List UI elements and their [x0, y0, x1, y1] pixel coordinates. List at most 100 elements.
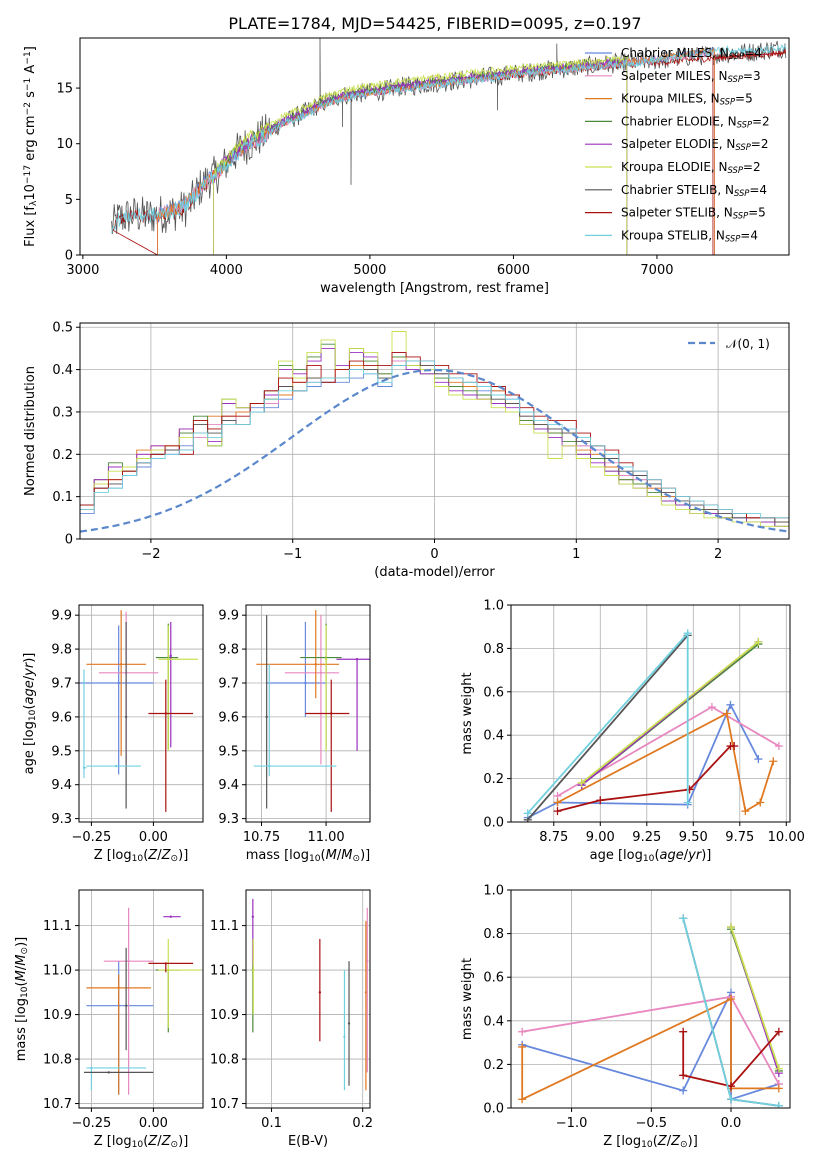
y-tick-label: 0.8: [483, 927, 504, 942]
label-part: Z: [670, 1134, 681, 1149]
weight-line-salpeter_stelib: [682, 1031, 780, 1088]
spectrum-series-line: [213, 54, 629, 255]
data-point: [347, 1022, 351, 1025]
panel-age_vs_mass: 10.75 11.00 9.3 9.4 9.5 9.6 9.7 9.8 9.9 mass [log…: [218, 604, 371, 864]
weight-marker: [596, 796, 605, 805]
legend-entry-part: =4: [744, 46, 762, 60]
y-tick-label: 0.4: [483, 729, 504, 744]
weight-marker: [683, 798, 692, 807]
label-part: (: [653, 1134, 658, 1149]
data-point: [124, 1004, 128, 1007]
x-tick-label: 9.75: [725, 830, 754, 845]
spectrum-series-line: [111, 44, 787, 234]
y-tick-label: 9.7: [51, 676, 72, 691]
label-part: 10: [20, 986, 30, 998]
y-tick-label: 11.0: [210, 964, 239, 979]
label-part: /: [22, 675, 37, 680]
plot-area-spectrum: [111, 38, 787, 255]
y-tick-label: 0.4: [52, 363, 73, 378]
label-part: yr: [687, 848, 703, 863]
weight-marker: [754, 637, 763, 646]
label-part: (: [22, 704, 37, 709]
y-tick-label: 9.9: [51, 609, 72, 624]
data-point: [117, 986, 120, 990]
x-tick-label: 10.75: [243, 830, 280, 845]
weight-marker: [679, 1027, 688, 1036]
legend-entry-part: SSP: [735, 142, 751, 152]
y-tick-label: 9.4: [51, 778, 72, 793]
data-point: [330, 712, 333, 715]
label-part: (: [321, 848, 326, 863]
y-tick-label: 9.5: [218, 744, 239, 759]
legend-entry-part: SSP: [728, 165, 744, 175]
label-part: ⊙: [680, 1140, 688, 1150]
label-part: M: [14, 970, 29, 981]
plot-area-age_vs_Z: [79, 610, 199, 812]
x-tick-label: −0.25: [71, 830, 111, 845]
label-part: Z: [657, 1134, 668, 1149]
weight-marker: [679, 914, 688, 923]
label-part: /: [157, 1134, 162, 1149]
normal-curve: [80, 368, 789, 533]
data-point: [107, 1071, 110, 1074]
weight-marker: [553, 798, 562, 807]
label-part: 10: [643, 854, 655, 864]
y-tick-label: 10.7: [210, 1097, 239, 1112]
x-axis-label: Z [log10(Z/Z⊙)]: [94, 848, 189, 864]
spectrum-series-line: [111, 38, 787, 234]
axes-frame: [510, 604, 791, 823]
y-tick-label: 9.3: [51, 812, 72, 827]
label-part: /: [157, 848, 162, 863]
label-part: )]: [701, 848, 711, 863]
legend-entry-part: SSP: [729, 51, 745, 61]
x-axis-label: Z [log10(Z/Z⊙)]: [94, 1134, 189, 1150]
y-axis-label: mass [log10(M/M⊙)]: [14, 937, 30, 1061]
label-part: 10: [23, 184, 38, 201]
y-tick-label: 10.9: [210, 1008, 239, 1023]
y-tick-label: 9.4: [218, 778, 239, 793]
y-tick-label: 1.0: [483, 884, 504, 899]
weight-line-kroupa_elodie: [730, 926, 780, 1070]
data-point: [90, 1066, 93, 1070]
legend-entry-part: Chabrier ELODIE, N: [621, 114, 737, 128]
weight-line-salpeter_miles: [522, 995, 780, 1085]
y-tick-label: 0: [65, 249, 73, 264]
y-tick-label: 15: [56, 82, 73, 97]
label-part: )]: [22, 653, 37, 663]
label-part: /: [684, 848, 689, 863]
x-tick-label: 5000: [353, 263, 386, 278]
weight-marker: [741, 807, 750, 816]
label-part: (: [143, 1134, 148, 1149]
weight-marker: [727, 923, 736, 932]
y-tick-label: 11.1: [210, 919, 239, 934]
legend-entry: Kroupa MILES, NSSP=5: [621, 92, 753, 107]
data-point: [124, 715, 128, 719]
y-tick-label: 10.8: [210, 1053, 239, 1068]
y-tick-label: 9.6: [51, 710, 72, 725]
plot-area-mass_vs_Z: [83, 907, 201, 1095]
spectrum-series-line: [213, 57, 628, 255]
data-point: [319, 671, 323, 675]
weight-marker: [707, 702, 716, 711]
label-part: 10: [641, 1140, 653, 1150]
weight-marker: [577, 778, 586, 787]
weight-marker: [774, 1064, 783, 1073]
y-tick-label: 9.5: [51, 744, 72, 759]
y-tick-label: 0.6: [483, 685, 504, 700]
label-part: Z [log: [94, 848, 132, 863]
data-point: [355, 658, 359, 661]
weight-marker: [727, 1095, 736, 1104]
y-tick-label: 10.8: [43, 1053, 72, 1068]
legend-entry-part: =4: [749, 183, 767, 197]
axes-frame: [79, 37, 790, 256]
legend-entry-part: =3: [743, 69, 761, 83]
y-tick-label: 0.3: [52, 405, 73, 420]
label-part: −2: [23, 102, 33, 115]
weight-marker: [518, 1027, 527, 1036]
x-tick-label: 1: [572, 547, 580, 562]
data-point: [119, 663, 123, 666]
x-tick-label: −1: [283, 547, 302, 562]
legend-entry-part: Chabrier MILES, N: [621, 46, 729, 60]
